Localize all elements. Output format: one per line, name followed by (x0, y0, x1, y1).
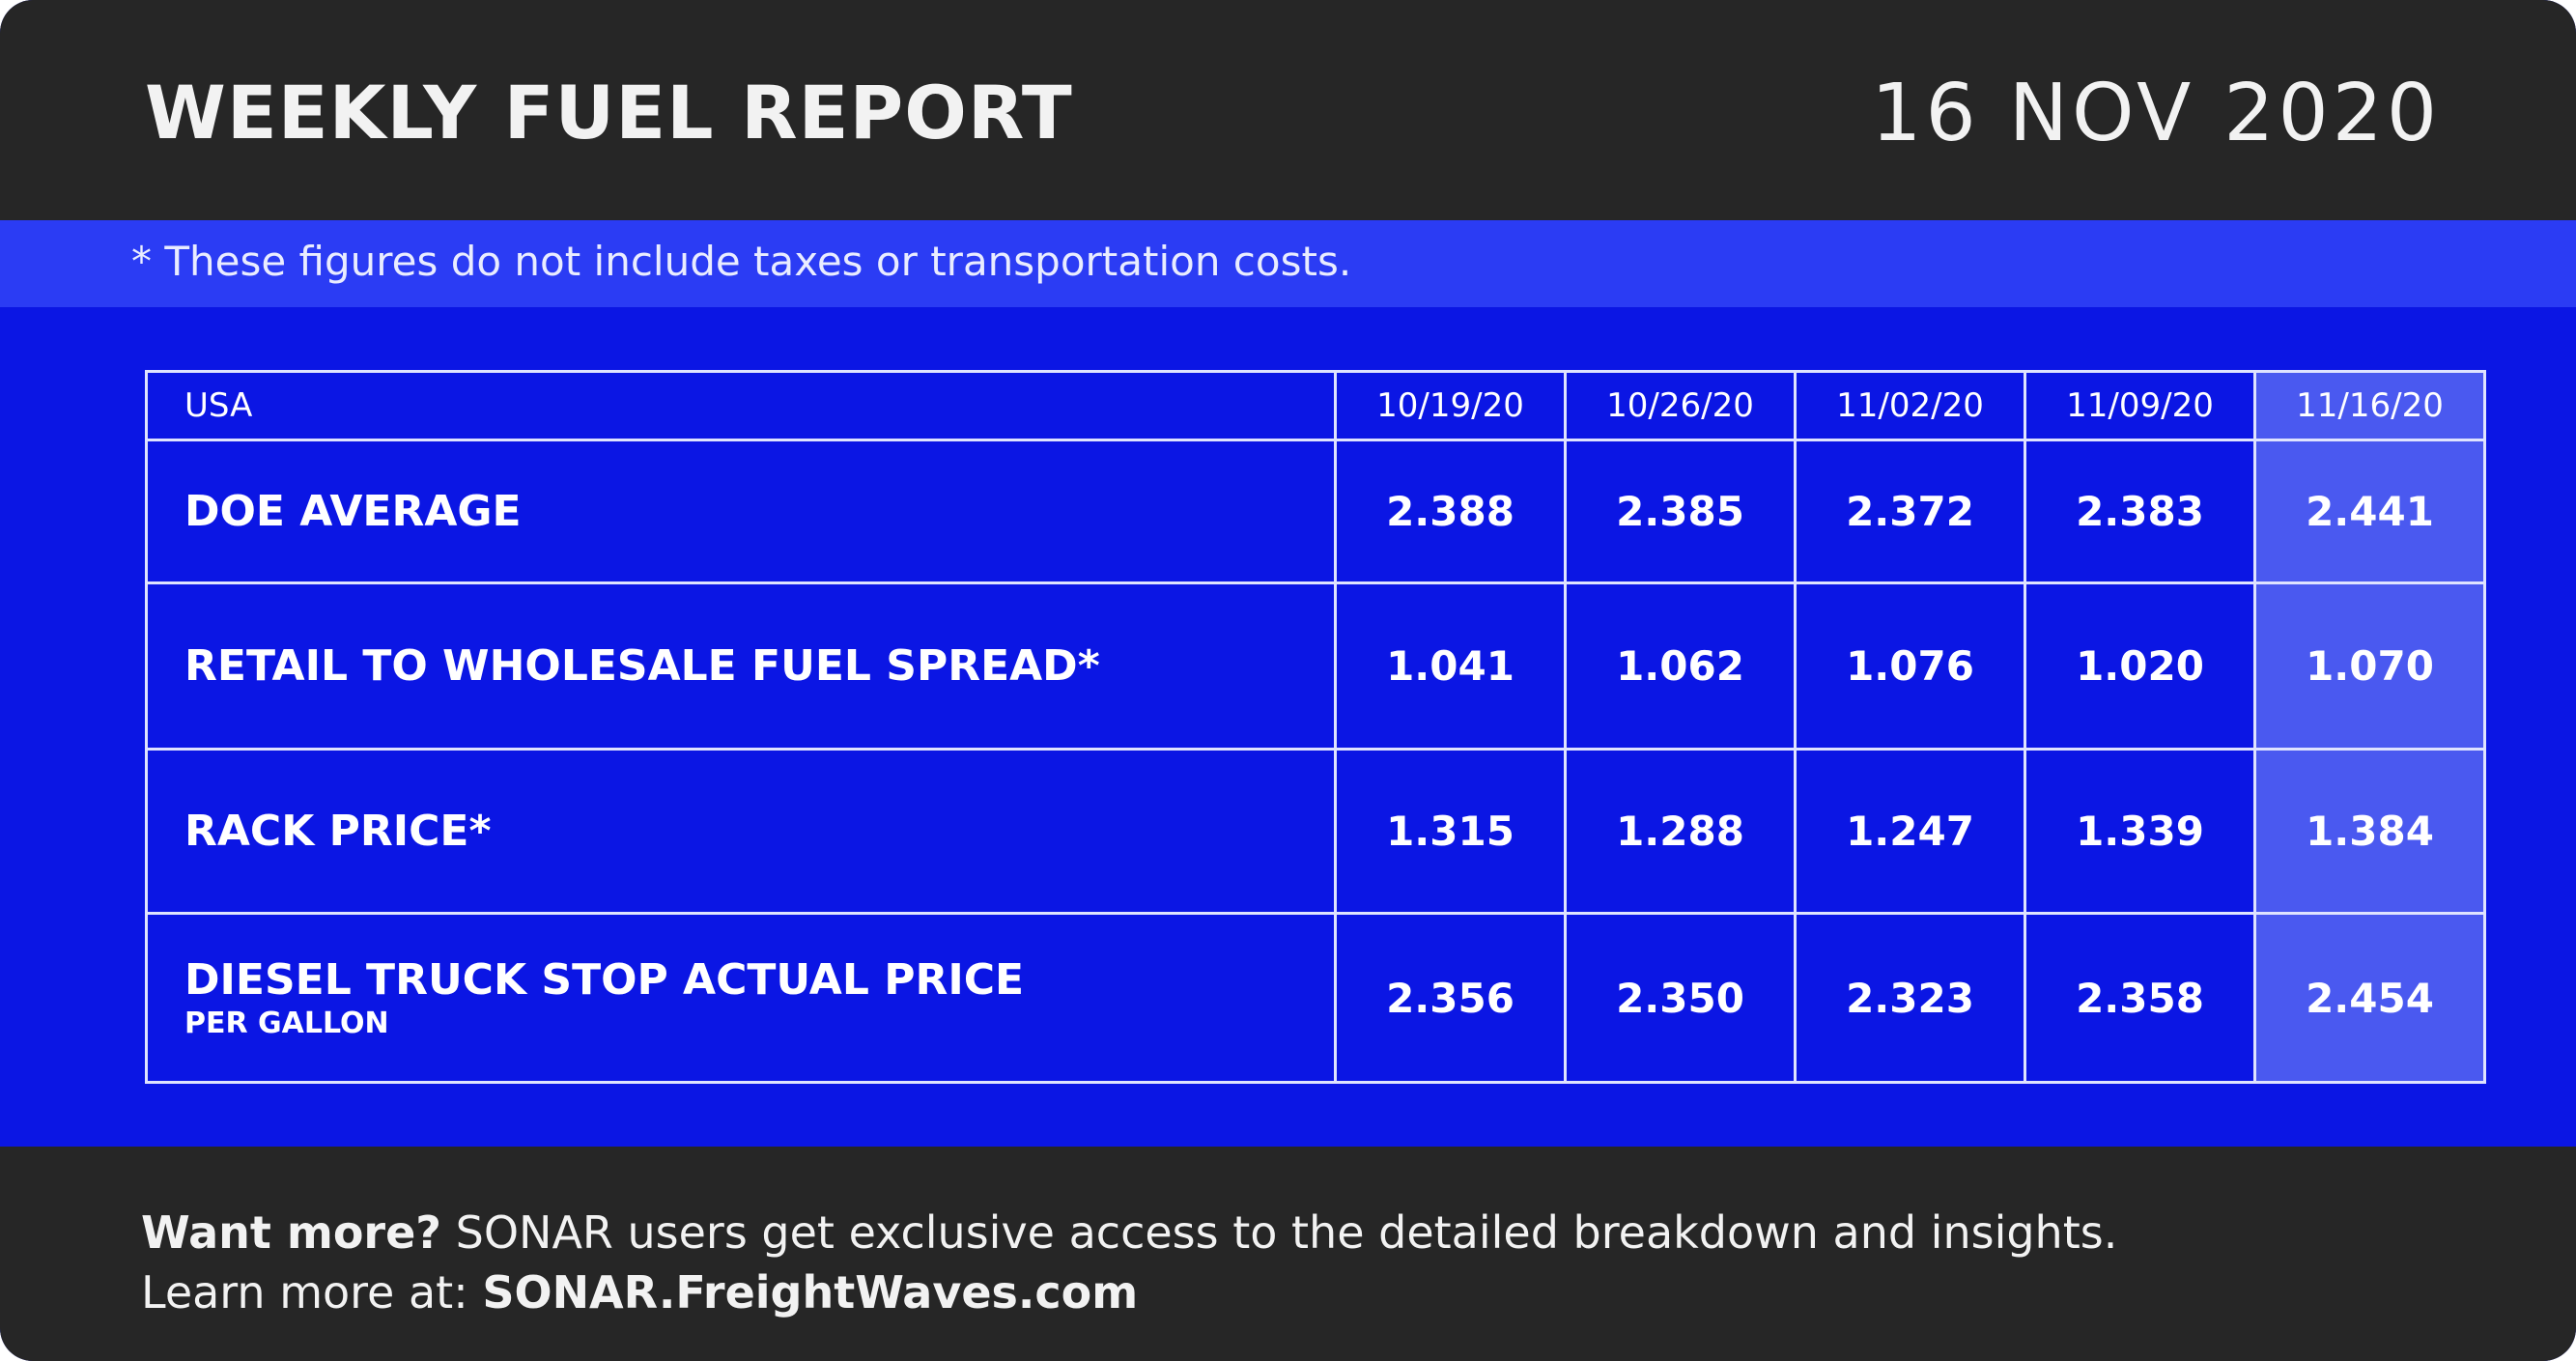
report-date: 16 NOV 2020 (1871, 68, 2441, 159)
footer-line: Learn more at: SONAR.FreightWaves.com (141, 1266, 1138, 1318)
value-cell: 2.358 (2024, 912, 2256, 1084)
value-cell: 1.070 (2253, 581, 2486, 751)
value-cell: 2.350 (1564, 912, 1797, 1084)
value-cell: 2.441 (2253, 439, 2486, 584)
value-cell: 2.454 (2253, 912, 2486, 1084)
fuel-table: USA 10/19/20 10/26/20 11/02/20 11/09/20 11/16… (145, 370, 2486, 1084)
value-cell: 1.062 (1564, 581, 1797, 751)
row-sublabel: PER GALLON (184, 1007, 389, 1040)
value-cell: 2.385 (1564, 439, 1797, 584)
row-label: RACK PRICE* (145, 748, 1337, 915)
value-cell: 2.372 (1794, 439, 2026, 584)
value-cell: 1.288 (1564, 748, 1797, 915)
footer-link[interactable]: SONAR.FreightWaves.com (482, 1266, 1139, 1318)
column-header: 11/09/20 (2024, 370, 2256, 441)
value-cell: 1.315 (1334, 748, 1567, 915)
footer-text: Learn more at: (141, 1266, 468, 1318)
value-cell: 2.356 (1334, 912, 1567, 1084)
row-label-text: RETAIL TO WHOLESALE FUEL SPREAD* (184, 641, 1100, 691)
row-label-text: RACK PRICE* (184, 807, 492, 856)
column-header: 11/02/20 (1794, 370, 2026, 441)
value-cell: 1.041 (1334, 581, 1567, 751)
row-label: DOE AVERAGE (145, 439, 1337, 584)
header-bar: WEEKLY FUEL REPORT 16 NOV 2020 (0, 0, 2576, 220)
header-row: USA 10/19/20 10/26/20 11/02/20 11/09/20 11/16… (145, 370, 2486, 441)
column-header: 10/19/20 (1334, 370, 1567, 441)
row-label-text: DOE AVERAGE (184, 487, 522, 536)
row-label: DIESEL TRUCK STOP ACTUAL PRICE PER GALLON (145, 912, 1337, 1084)
value-cell: 2.323 (1794, 912, 2026, 1084)
footer-line: Want more? SONAR users get exclusive acc… (141, 1206, 2117, 1259)
report-title: WEEKLY FUEL REPORT (145, 70, 1073, 156)
value-cell: 1.384 (2253, 748, 2486, 915)
value-cell: 2.383 (2024, 439, 2256, 584)
note-band: * These figures do not include taxes or … (0, 220, 2576, 307)
row-label: RETAIL TO WHOLESALE FUEL SPREAD* (145, 581, 1337, 751)
column-header: USA (145, 370, 1337, 441)
column-header: 10/26/20 (1564, 370, 1797, 441)
data-row: DIESEL TRUCK STOP ACTUAL PRICE PER GALLON… (145, 912, 2486, 1084)
note-text: * These figures do not include taxes or … (131, 238, 1352, 285)
data-row: RETAIL TO WHOLESALE FUEL SPREAD* 1.041 1.0… (145, 581, 2486, 751)
footer-text: SONAR users get exclusive access to the … (455, 1206, 2118, 1259)
column-header: 11/16/20 (2253, 370, 2486, 441)
value-cell: 1.020 (2024, 581, 2256, 751)
value-cell: 1.076 (1794, 581, 2026, 751)
data-row: RACK PRICE* 1.315 1.288 1.247 1.339 1.384 (145, 748, 2486, 915)
value-cell: 2.388 (1334, 439, 1567, 584)
value-cell: 1.339 (2024, 748, 2256, 915)
footer-bar: Want more? SONAR users get exclusive acc… (0, 1147, 2576, 1361)
data-row: DOE AVERAGE 2.388 2.385 2.372 2.383 2.441 (145, 439, 2486, 584)
footer-bold: Want more? (141, 1206, 441, 1259)
row-label-text: DIESEL TRUCK STOP ACTUAL PRICE (184, 955, 1025, 1005)
value-cell: 1.247 (1794, 748, 2026, 915)
